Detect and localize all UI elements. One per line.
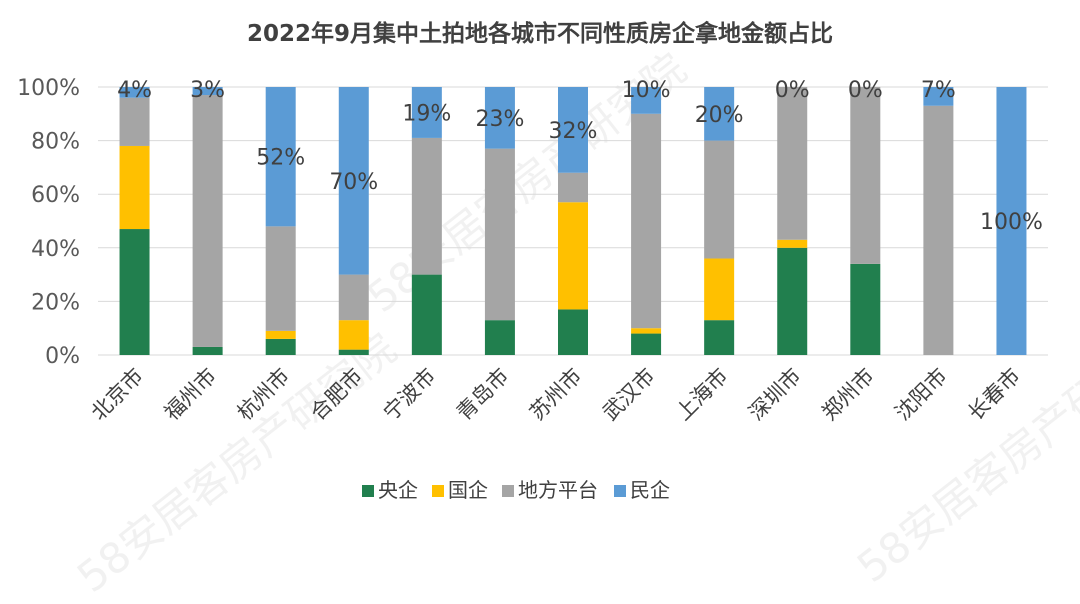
- y-tick-label: 40%: [31, 237, 80, 262]
- bar-segment: [192, 95, 223, 347]
- legend-swatch: [502, 485, 514, 497]
- legend-swatch: [362, 485, 374, 497]
- data-label: 4%: [117, 78, 152, 103]
- x-tick-label: 上海市: [671, 364, 733, 426]
- data-label: 32%: [549, 119, 598, 144]
- bar-segment: [704, 140, 735, 259]
- data-label: 19%: [402, 101, 451, 126]
- chart-area: 0% 20% 40% 60% 80% 100% 4% 北京市 3% 福州市 52% 杭州市 70% 合肥市…: [17, 76, 1048, 502]
- bar-segment: [265, 338, 296, 355]
- bar-segment: [996, 87, 1027, 355]
- data-label: 100%: [980, 210, 1043, 235]
- data-label: 70%: [329, 170, 378, 195]
- bar-segment: [558, 309, 588, 355]
- y-tick-label: 0%: [45, 344, 80, 369]
- legend-label: 央企: [378, 478, 418, 502]
- bar-segment: [119, 97, 150, 146]
- legend-label: 国企: [448, 478, 488, 502]
- data-label: 3%: [190, 78, 225, 103]
- bar-segment: [119, 145, 150, 230]
- bar-segment: [850, 263, 881, 355]
- bar-segment: [338, 87, 369, 275]
- legend-swatch: [614, 485, 626, 497]
- bar-segment: [631, 328, 662, 334]
- bar-segment: [411, 274, 442, 355]
- bar-segment: [558, 87, 588, 173]
- y-tick-label: 60%: [31, 183, 80, 208]
- bar-segment: [704, 87, 735, 141]
- bar-segment: [704, 258, 735, 321]
- bar-segment: [119, 229, 150, 355]
- bar-segment: [338, 274, 369, 321]
- legend-label: 民企: [630, 478, 670, 502]
- legend-swatch: [432, 485, 444, 497]
- x-tick-label: 武汉市: [598, 364, 660, 426]
- legend-label: 地方平台: [518, 478, 598, 502]
- bar-segment: [265, 330, 296, 339]
- bar-segment: [192, 87, 223, 96]
- bar-segment: [704, 320, 735, 355]
- bar-segment: [558, 172, 588, 203]
- bar-segment: [777, 239, 808, 248]
- data-label: 7%: [921, 78, 956, 103]
- data-label: 0%: [775, 78, 810, 103]
- x-tick-label: 郑州市: [817, 364, 879, 426]
- bar-segment: [631, 113, 662, 329]
- bar-segment: [411, 87, 442, 138]
- bar-segment: [192, 346, 223, 355]
- x-tick-label: 北京市: [87, 364, 149, 426]
- x-tick-label: 苏州市: [525, 364, 587, 426]
- bar-segment: [338, 349, 369, 355]
- bar-segment: [265, 87, 296, 227]
- bar-segment: [265, 226, 296, 331]
- bar-segment: [923, 105, 954, 355]
- y-tick-label: 100%: [17, 76, 80, 101]
- data-label: 23%: [475, 107, 524, 132]
- x-tick-label: 青岛市: [452, 364, 514, 426]
- x-tick-label: 合肥市: [306, 364, 368, 426]
- x-tick-label: 沈阳市: [890, 364, 952, 426]
- bar-segment: [119, 87, 150, 98]
- bar-segment: [631, 87, 662, 114]
- bar-segment: [631, 333, 662, 355]
- x-tick-label: 宁波市: [379, 364, 441, 426]
- bar-segment: [923, 87, 954, 106]
- x-tick-label: 杭州市: [233, 364, 295, 426]
- bar-segment: [558, 202, 588, 310]
- bar-segment: [484, 148, 515, 321]
- bar-segment: [484, 87, 515, 149]
- bar-segment: [484, 320, 515, 355]
- bar-segment: [777, 87, 808, 240]
- y-tick-label: 80%: [31, 130, 80, 155]
- data-label: 52%: [256, 146, 305, 171]
- chart-title: 2022年9月集中土拍地各城市不同性质房企拿地金额占比: [246, 21, 834, 47]
- x-tick-label: 福州市: [160, 364, 222, 426]
- data-label: 10%: [622, 78, 671, 103]
- data-label: 0%: [848, 78, 883, 103]
- bar-segment: [777, 247, 808, 355]
- data-label: 20%: [695, 103, 744, 128]
- x-tick-label: 深圳市: [744, 364, 806, 426]
- bar-segment: [850, 87, 881, 264]
- bar-segment: [338, 320, 369, 350]
- y-tick-label: 20%: [31, 290, 80, 315]
- bar-segment: [411, 137, 442, 275]
- x-tick-label: 长春市: [963, 364, 1025, 426]
